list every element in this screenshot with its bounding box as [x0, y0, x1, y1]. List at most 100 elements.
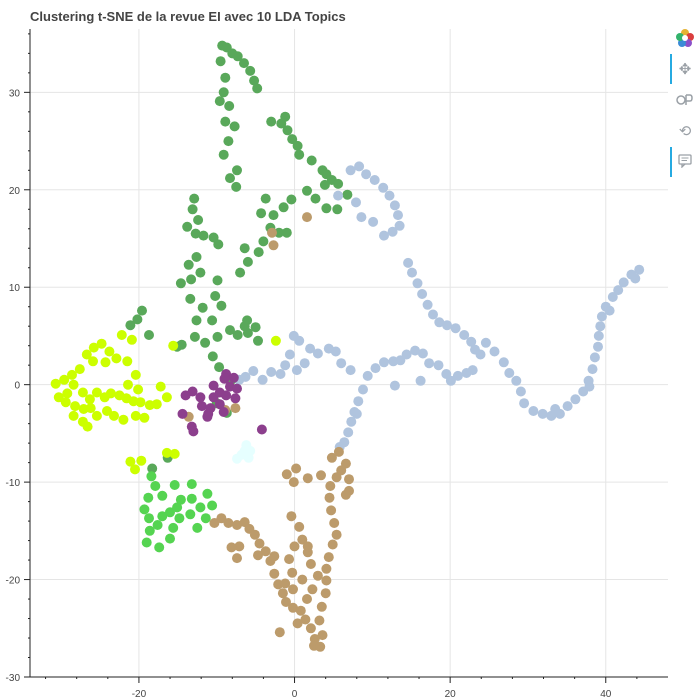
data-point: [292, 140, 303, 151]
pan-icon[interactable]: ✥: [678, 60, 692, 78]
data-point: [84, 394, 95, 405]
data-point: [284, 349, 295, 360]
data-point: [268, 240, 279, 251]
hover-icon[interactable]: [674, 150, 696, 172]
data-point: [353, 396, 364, 407]
data-point: [210, 291, 221, 301]
data-point: [258, 236, 269, 247]
data-point: [287, 567, 298, 578]
y-tick-label: -20: [6, 576, 21, 587]
data-point: [144, 330, 154, 340]
data-point: [77, 416, 88, 427]
data-point: [325, 481, 336, 491]
y-tick-label: 20: [9, 186, 21, 197]
data-point: [50, 378, 61, 389]
data-point: [224, 101, 235, 111]
data-point: [191, 315, 202, 326]
data-point: [214, 96, 225, 107]
data-point: [147, 463, 158, 474]
data-point: [225, 173, 235, 184]
data-point: [191, 252, 202, 262]
data-point: [607, 292, 618, 302]
data-point: [537, 408, 548, 419]
data-point: [157, 490, 168, 501]
x-tick-label: 40: [600, 689, 612, 700]
data-point: [288, 330, 299, 341]
data-point: [634, 264, 645, 275]
data-point: [118, 414, 129, 425]
y-tick-label: -30: [6, 673, 21, 684]
data-point: [174, 513, 185, 524]
data-point: [195, 392, 206, 403]
data-point: [102, 406, 112, 416]
data-point: [175, 278, 186, 289]
data-point: [185, 293, 196, 304]
data-point: [295, 605, 306, 616]
data-point: [354, 161, 365, 172]
data-point: [144, 513, 154, 524]
data-point: [109, 410, 119, 421]
data-point: [229, 121, 240, 132]
data-point: [202, 411, 213, 422]
data-point: [387, 226, 398, 237]
data-point: [214, 399, 225, 410]
data-point: [267, 227, 277, 238]
data-point: [231, 181, 242, 192]
data-point: [300, 614, 311, 625]
data-point: [297, 534, 308, 545]
data-point: [528, 406, 539, 416]
data-point: [200, 337, 211, 348]
data-point: [288, 602, 298, 613]
data-point: [207, 500, 218, 511]
data-point: [260, 193, 271, 204]
x-tick-label: 0: [292, 689, 298, 700]
data-point: [282, 125, 293, 136]
data-point: [200, 513, 211, 524]
data-point: [226, 542, 237, 553]
data-point: [630, 273, 641, 284]
data-point: [268, 210, 279, 221]
data-point: [333, 178, 344, 189]
data-point: [125, 456, 136, 467]
bokeh-logo-icon[interactable]: [674, 27, 696, 49]
data-point: [593, 330, 604, 341]
wheel-zoom-icon[interactable]: [674, 89, 696, 111]
data-point: [232, 453, 242, 464]
data-point: [336, 358, 347, 369]
y-tick-label: 0: [14, 381, 20, 392]
data-point: [249, 75, 260, 86]
data-point: [302, 185, 312, 196]
data-point: [218, 87, 229, 98]
data-point: [100, 357, 111, 368]
data-point: [161, 447, 172, 458]
data-point: [81, 349, 92, 360]
data-point: [232, 51, 243, 62]
data-point: [410, 345, 421, 356]
data-point: [317, 630, 328, 641]
data-point: [214, 362, 225, 373]
data-point: [104, 346, 115, 357]
data-point: [515, 386, 526, 397]
data-point: [225, 325, 235, 336]
data-point: [68, 379, 79, 390]
data-point: [62, 388, 73, 399]
data-point: [326, 505, 337, 516]
data-point: [362, 370, 373, 381]
data-point: [68, 410, 79, 421]
data-point: [67, 369, 77, 380]
data-point: [256, 424, 267, 435]
data-point: [187, 204, 198, 215]
data-point: [218, 407, 229, 417]
data-point: [270, 335, 281, 346]
data-point: [393, 210, 403, 221]
data-point: [85, 403, 96, 414]
data-point: [291, 365, 302, 376]
data-point: [228, 372, 239, 383]
reset-icon[interactable]: ⟲: [678, 122, 692, 140]
data-point: [305, 559, 316, 569]
data-point: [403, 257, 414, 268]
data-point: [151, 399, 162, 410]
data-point: [286, 511, 297, 522]
data-point: [59, 374, 70, 385]
